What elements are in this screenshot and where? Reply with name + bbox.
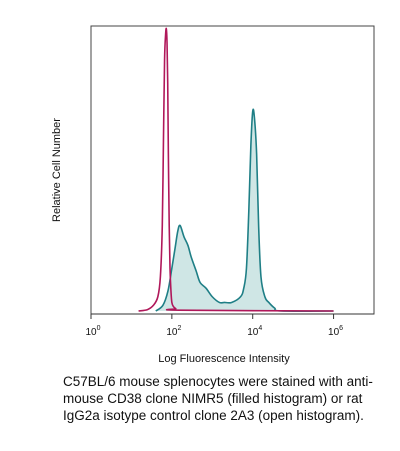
figure-caption: C57BL/6 mouse splenocytes were stained w… bbox=[63, 374, 373, 423]
series-layer bbox=[138, 27, 334, 313]
x-axis-title: Log Fluorescence Intensity bbox=[158, 353, 290, 365]
histogram-chart: 100 102 104 106 Log Fluorescence Intensity … bbox=[51, 25, 375, 365]
series-0-line bbox=[138, 27, 334, 312]
x-tick-label-2: 104 bbox=[247, 325, 262, 338]
x-tick-label-3: 106 bbox=[328, 325, 343, 338]
series-1-fill bbox=[155, 109, 334, 312]
x-tick-layer: 100 102 104 106 bbox=[85, 314, 343, 338]
plot-area-frame bbox=[90, 25, 375, 315]
x-tick-label-1: 102 bbox=[166, 325, 181, 338]
y-axis-title: Relative Cell Number bbox=[51, 118, 63, 222]
series-1-line bbox=[155, 108, 334, 313]
x-tick-label-0: 100 bbox=[85, 325, 100, 338]
